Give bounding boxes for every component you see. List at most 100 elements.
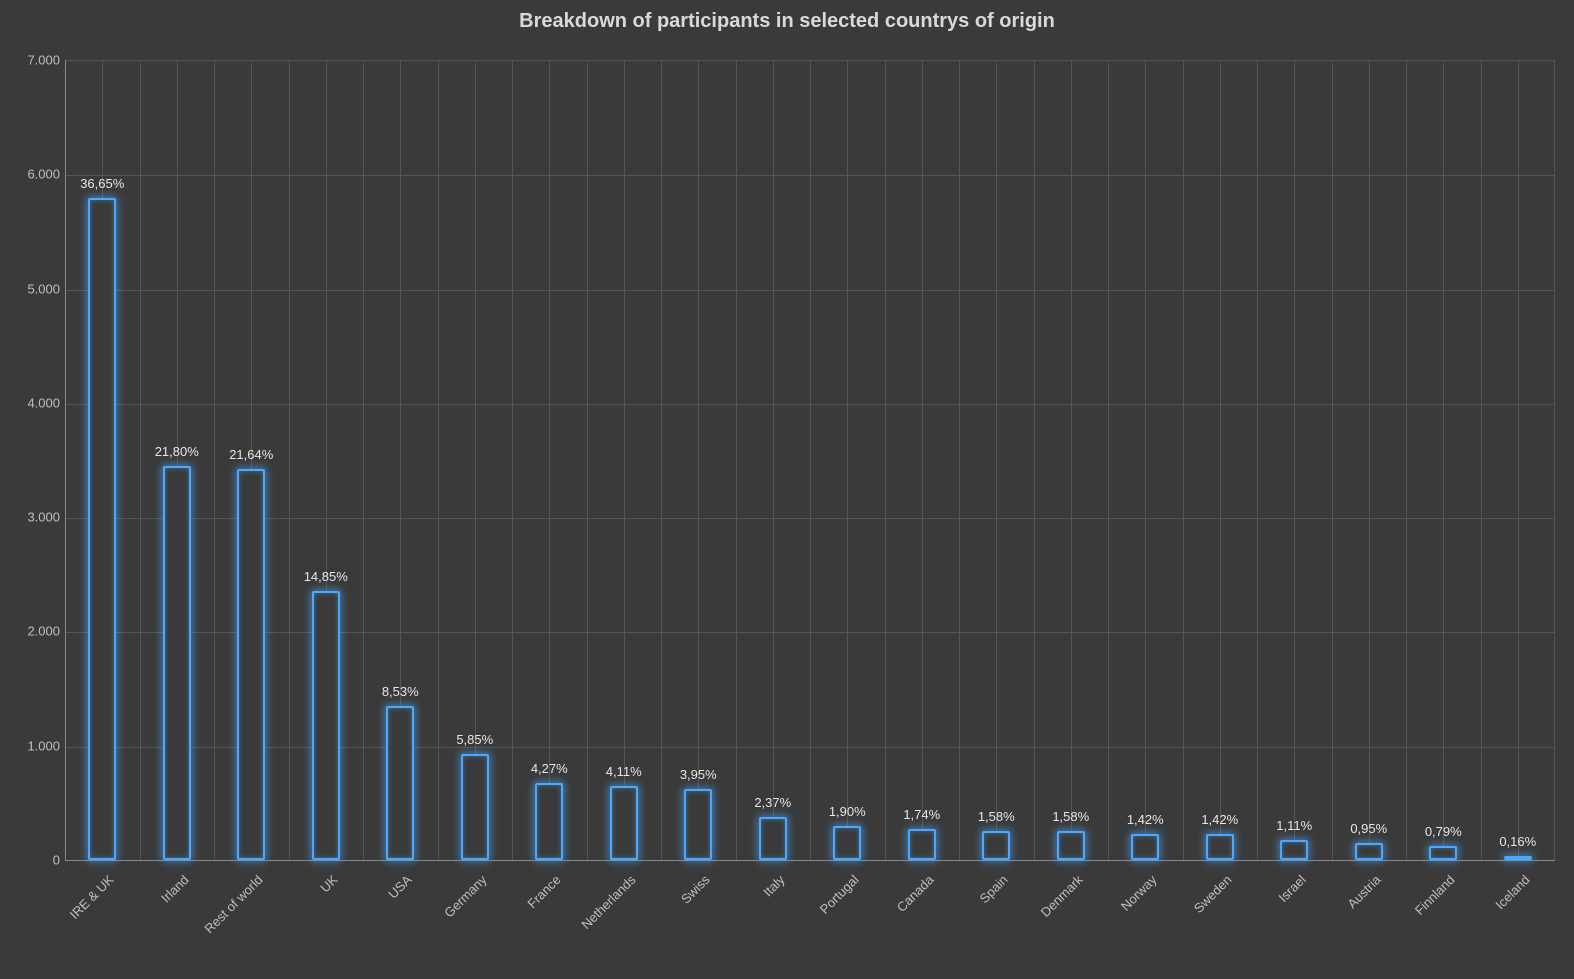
plot-area bbox=[65, 60, 1555, 860]
grid-line-vertical bbox=[1443, 61, 1444, 860]
x-axis-tick-label: Austria bbox=[1344, 872, 1383, 911]
grid-line-vertical bbox=[810, 61, 811, 860]
grid-line-vertical bbox=[140, 61, 141, 860]
x-axis-tick-label: Denmark bbox=[1037, 872, 1085, 920]
x-axis-tick-label: Rest of world bbox=[202, 872, 266, 936]
grid-line-vertical bbox=[1332, 61, 1333, 860]
y-axis-line bbox=[65, 60, 66, 860]
bar bbox=[1057, 831, 1085, 860]
bar-data-label: 14,85% bbox=[304, 569, 348, 584]
bar bbox=[312, 591, 340, 860]
bar bbox=[88, 198, 116, 860]
bar-data-label: 36,65% bbox=[80, 176, 124, 191]
grid-line-vertical bbox=[1183, 61, 1184, 860]
grid-line-vertical bbox=[289, 61, 290, 860]
bar-data-label: 1,58% bbox=[978, 809, 1015, 824]
bar bbox=[759, 817, 787, 860]
x-axis-tick-label: Italy bbox=[760, 872, 787, 899]
y-axis-tick-label: 2.000 bbox=[10, 624, 60, 639]
bar-data-label: 8,53% bbox=[382, 684, 419, 699]
y-axis-tick-label: 5.000 bbox=[10, 281, 60, 296]
grid-line-vertical bbox=[885, 61, 886, 860]
bar bbox=[1504, 856, 1532, 860]
bar-data-label: 1,74% bbox=[903, 807, 940, 822]
grid-line-vertical bbox=[1518, 61, 1519, 860]
x-axis-tick-label: USA bbox=[385, 872, 415, 902]
bar-data-label: 21,80% bbox=[155, 444, 199, 459]
bar-data-label: 5,85% bbox=[456, 732, 493, 747]
x-axis-tick-label: Germany bbox=[441, 872, 489, 920]
grid-line-vertical bbox=[214, 61, 215, 860]
x-axis-tick-label: France bbox=[525, 872, 564, 911]
chart-title: Breakdown of participants in selected co… bbox=[0, 10, 1574, 33]
grid-line-vertical bbox=[847, 61, 848, 860]
grid-line-vertical bbox=[959, 61, 960, 860]
grid-line-vertical bbox=[1406, 61, 1407, 860]
bar bbox=[461, 754, 489, 860]
x-axis-tick-label: Portugal bbox=[817, 872, 862, 917]
bar bbox=[1206, 834, 1234, 860]
bar-data-label: 0,79% bbox=[1425, 824, 1462, 839]
grid-line-vertical bbox=[624, 61, 625, 860]
grid-line-vertical bbox=[996, 61, 997, 860]
chart-container: Breakdown of participants in selected co… bbox=[0, 0, 1574, 979]
bar-data-label: 0,95% bbox=[1350, 821, 1387, 836]
grid-line-vertical bbox=[1034, 61, 1035, 860]
x-axis-tick-label: Sweden bbox=[1191, 872, 1235, 916]
bar bbox=[908, 829, 936, 860]
grid-line-vertical bbox=[438, 61, 439, 860]
grid-line-vertical bbox=[1481, 61, 1482, 860]
grid-line-vertical bbox=[512, 61, 513, 860]
bar bbox=[535, 783, 563, 860]
x-axis-tick-label: Irland bbox=[158, 872, 192, 906]
bar-data-label: 2,37% bbox=[754, 795, 791, 810]
bar-data-label: 1,90% bbox=[829, 804, 866, 819]
bar-data-label: 21,64% bbox=[229, 447, 273, 462]
grid-line-vertical bbox=[698, 61, 699, 860]
x-axis-tick-label: Finnland bbox=[1412, 872, 1458, 918]
bar-data-label: 1,42% bbox=[1127, 812, 1164, 827]
x-axis-tick-label: Swiss bbox=[678, 872, 713, 907]
bar-data-label: 1,58% bbox=[1052, 809, 1089, 824]
bar bbox=[1280, 840, 1308, 860]
grid-line-vertical bbox=[736, 61, 737, 860]
grid-line-vertical bbox=[1220, 61, 1221, 860]
x-axis-tick-label: Canada bbox=[894, 872, 937, 915]
grid-line-vertical bbox=[587, 61, 588, 860]
bar bbox=[163, 466, 191, 860]
grid-line-vertical bbox=[773, 61, 774, 860]
bar bbox=[1355, 843, 1383, 860]
x-axis-tick-label: Israel bbox=[1276, 872, 1309, 905]
bar bbox=[982, 831, 1010, 860]
y-axis-tick-label: 7.000 bbox=[10, 53, 60, 68]
grid-line-vertical bbox=[549, 61, 550, 860]
bar bbox=[1429, 846, 1457, 860]
x-axis-tick-label: IRE & UK bbox=[67, 872, 117, 922]
grid-line-vertical bbox=[1108, 61, 1109, 860]
y-axis-tick-label: 3.000 bbox=[10, 510, 60, 525]
bar-data-label: 1,42% bbox=[1201, 812, 1238, 827]
bar bbox=[610, 786, 638, 860]
y-axis-tick-label: 1.000 bbox=[10, 738, 60, 753]
bar-data-label: 0,16% bbox=[1499, 834, 1536, 849]
grid-line-vertical bbox=[363, 61, 364, 860]
grid-line-vertical bbox=[1071, 61, 1072, 860]
bar-data-label: 1,11% bbox=[1276, 818, 1312, 833]
y-axis-tick-label: 4.000 bbox=[10, 395, 60, 410]
y-axis-tick-label: 0 bbox=[10, 853, 60, 868]
bar bbox=[1131, 834, 1159, 860]
x-axis-tick-label: Netherlands bbox=[578, 872, 638, 932]
bar bbox=[237, 469, 265, 860]
x-axis-tick-label: Spain bbox=[977, 872, 1011, 906]
grid-line-vertical bbox=[1294, 61, 1295, 860]
x-axis-tick-label: Norway bbox=[1118, 872, 1160, 914]
grid-line-vertical bbox=[1257, 61, 1258, 860]
grid-line-vertical bbox=[1145, 61, 1146, 860]
y-axis-tick-label: 6.000 bbox=[10, 167, 60, 182]
bar bbox=[386, 706, 414, 860]
x-axis-tick-label: Iceland bbox=[1492, 872, 1532, 912]
bar bbox=[833, 826, 861, 860]
grid-line-vertical bbox=[661, 61, 662, 860]
x-axis-tick-label: UK bbox=[317, 872, 340, 895]
bar-data-label: 4,11% bbox=[606, 764, 642, 779]
